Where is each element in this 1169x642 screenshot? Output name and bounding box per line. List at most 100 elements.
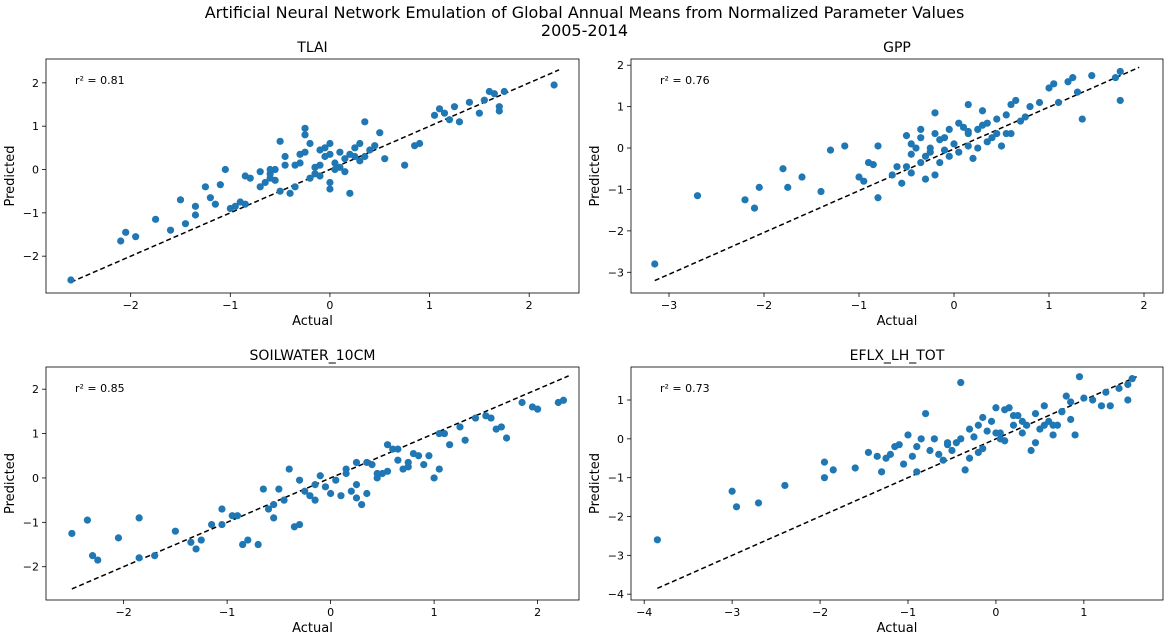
axes-frame xyxy=(630,366,1164,601)
data-point xyxy=(351,152,359,161)
data-point xyxy=(435,429,443,438)
data-point xyxy=(122,228,130,236)
data-point xyxy=(750,204,759,212)
data-point xyxy=(921,152,930,160)
data-point xyxy=(356,139,364,148)
data-point xyxy=(271,165,279,174)
data-point xyxy=(1026,103,1034,111)
figure-title: Artificial Neural Network Emulation of G… xyxy=(0,4,1169,40)
data-point xyxy=(394,456,402,464)
data-point xyxy=(943,439,952,447)
data-point xyxy=(352,481,361,489)
data-point xyxy=(450,103,459,111)
data-point xyxy=(206,194,214,202)
data-point xyxy=(829,466,837,474)
data-point xyxy=(383,467,392,475)
data-point xyxy=(820,458,829,466)
data-point xyxy=(1064,78,1072,86)
data-point xyxy=(907,150,915,158)
x-tick-label: −1 xyxy=(851,299,867,312)
reference-line xyxy=(654,66,1140,282)
data-point xyxy=(311,481,319,489)
data-point xyxy=(926,446,934,455)
data-point xyxy=(342,469,350,478)
data-point xyxy=(961,466,969,474)
x-tick-label: 2 xyxy=(534,606,541,619)
data-point xyxy=(88,552,97,560)
x-tick-label: 1 xyxy=(1046,299,1053,312)
data-point xyxy=(970,433,978,441)
data-point xyxy=(68,529,76,538)
data-point xyxy=(955,119,963,127)
data-point xyxy=(841,142,849,150)
data-point xyxy=(974,421,982,429)
y-tick-label: 0 xyxy=(32,164,39,177)
data-point xyxy=(874,194,882,202)
data-point xyxy=(270,500,278,509)
data-point xyxy=(988,134,996,142)
data-point xyxy=(337,492,345,500)
data-point xyxy=(233,512,242,520)
x-tick-label: −4 xyxy=(636,606,652,619)
data-point xyxy=(755,183,763,191)
y-tick-label: 0 xyxy=(32,472,39,485)
data-point xyxy=(693,192,702,200)
data-point xyxy=(784,183,792,191)
data-point xyxy=(1005,404,1013,412)
data-point xyxy=(256,168,264,176)
r2-annotation: r² = 0.73 xyxy=(660,382,710,395)
data-point xyxy=(301,131,309,139)
data-point xyxy=(728,487,736,495)
x-tick-label: −1 xyxy=(900,606,916,619)
data-point xyxy=(1018,417,1026,425)
data-point xyxy=(500,87,508,96)
data-point xyxy=(336,163,344,171)
data-point xyxy=(1007,100,1015,109)
data-point xyxy=(67,276,75,284)
data-point xyxy=(420,461,428,469)
y-tick-label: 0 xyxy=(617,433,624,446)
x-tick-label: 2 xyxy=(1141,299,1148,312)
r2-annotation: r² = 0.81 xyxy=(75,74,125,87)
axes-frame xyxy=(45,58,580,294)
data-point xyxy=(939,456,947,464)
data-point xyxy=(826,146,835,154)
subplot-title: EFLX_LH_TOT xyxy=(850,348,945,364)
data-point xyxy=(286,189,294,197)
data-point xyxy=(1124,380,1132,389)
data-point xyxy=(913,468,921,476)
data-point xyxy=(907,169,915,177)
data-point xyxy=(332,476,340,484)
data-point xyxy=(1062,392,1070,400)
data-point xyxy=(1088,71,1096,80)
data-point xyxy=(869,161,877,169)
axes-frame xyxy=(45,366,580,601)
y-tick-label: 1 xyxy=(32,428,39,441)
x-tick-label: 1 xyxy=(426,299,433,312)
y-tick-label: −2 xyxy=(23,561,39,574)
data-point xyxy=(241,200,249,208)
y-tick-label: −3 xyxy=(608,266,624,279)
x-tick-label: 2 xyxy=(526,299,533,312)
y-tick-label: 2 xyxy=(617,59,624,72)
data-point xyxy=(221,165,229,174)
data-point xyxy=(987,417,996,425)
axes-frame xyxy=(630,58,1164,294)
data-point xyxy=(817,187,825,196)
data-point xyxy=(974,448,982,457)
data-point xyxy=(295,520,304,529)
data-point xyxy=(276,137,284,145)
data-point xyxy=(1001,437,1009,445)
data-point xyxy=(356,157,364,165)
data-point xyxy=(820,474,829,482)
data-point xyxy=(306,139,314,148)
x-tick-label: 0 xyxy=(992,606,999,619)
data-point xyxy=(1067,415,1075,424)
data-point xyxy=(1012,96,1020,105)
data-point xyxy=(281,152,289,161)
data-point xyxy=(993,115,1001,123)
data-point xyxy=(352,494,361,502)
x-tick-label: −3 xyxy=(661,299,677,312)
data-point xyxy=(1075,373,1084,381)
